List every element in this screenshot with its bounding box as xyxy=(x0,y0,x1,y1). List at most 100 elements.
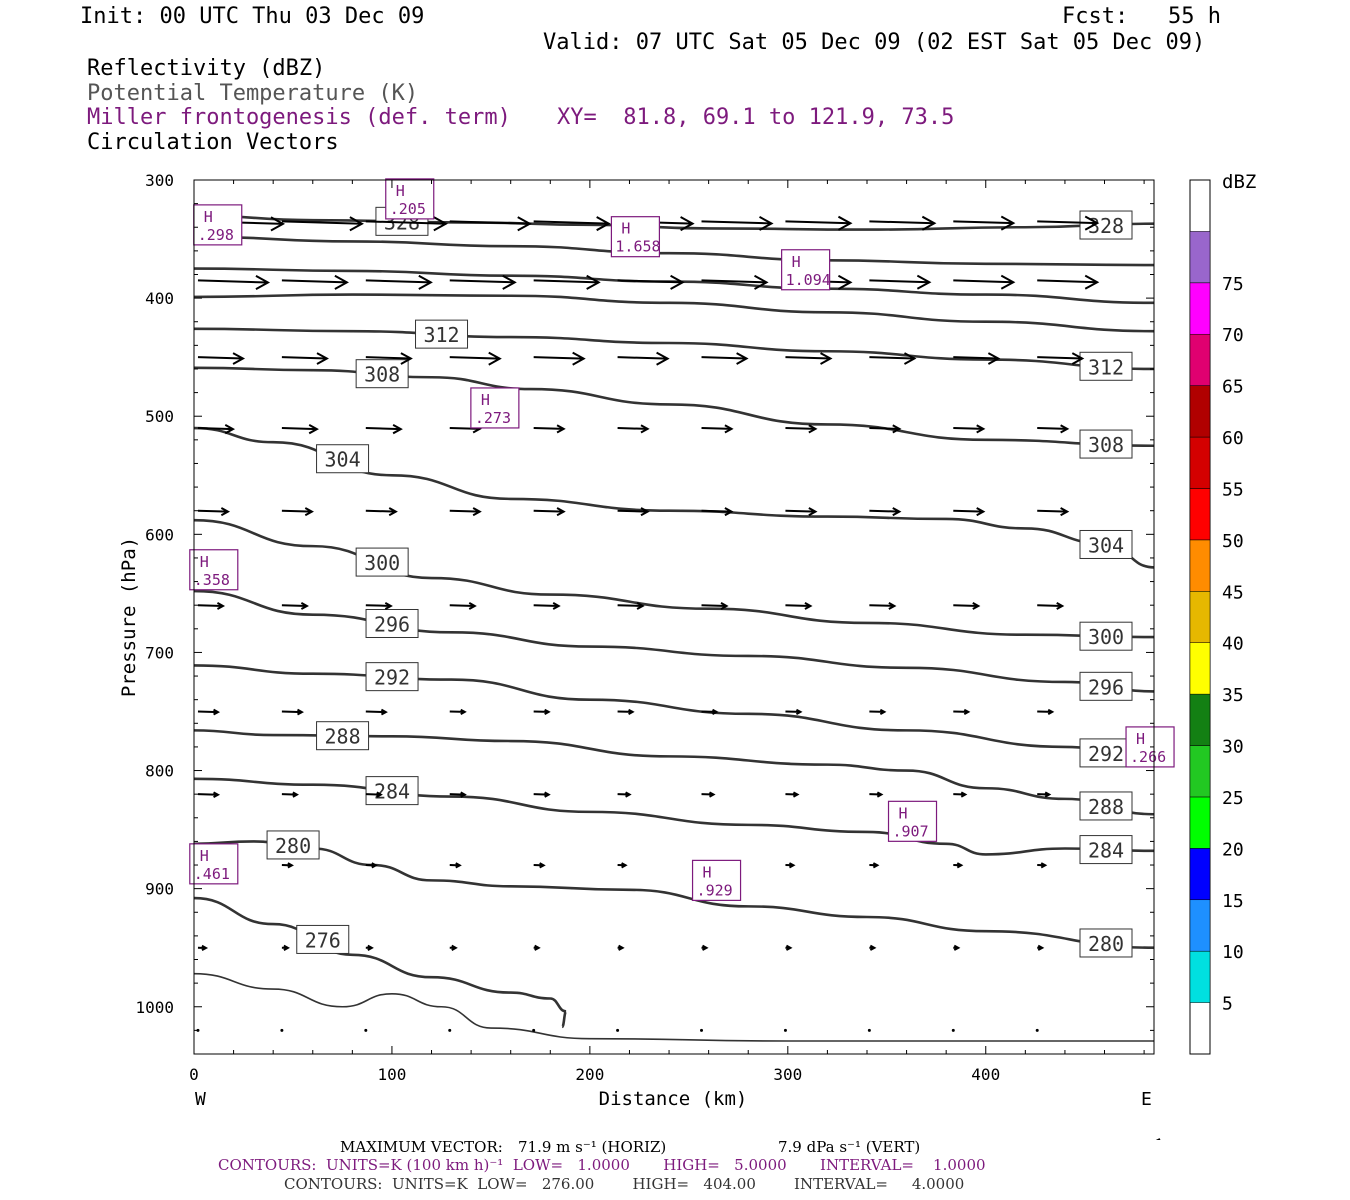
theta-label-box xyxy=(365,776,419,806)
theta-label-box xyxy=(365,662,419,692)
colorbar-swatch xyxy=(1189,436,1211,489)
y-tick-label: 1000 xyxy=(135,998,174,1017)
colorbar-label: 10 xyxy=(1222,942,1244,963)
circulation-vector-head xyxy=(972,602,981,610)
circulation-vector xyxy=(869,604,895,607)
colorbar-label: 65 xyxy=(1222,377,1244,398)
circulation-vector-head xyxy=(960,791,968,798)
circulation-vector-head xyxy=(586,274,601,290)
cross-section-chart: 3283283123123083083043043003002962962922… xyxy=(118,171,1256,1140)
circulation-vector-head xyxy=(572,351,586,366)
circulation-vector xyxy=(1035,1028,1039,1032)
circulation-vector xyxy=(448,1028,452,1032)
theta-label-box xyxy=(1079,671,1133,701)
circulation-vector-head xyxy=(451,944,458,951)
circulation-vector-head xyxy=(380,708,388,716)
circulation-vector xyxy=(785,509,816,513)
circulation-vector-head xyxy=(316,352,329,365)
circulation-vector-head xyxy=(1047,708,1055,716)
circulation-vector-head xyxy=(804,602,813,610)
circulation-vector-head xyxy=(872,862,880,869)
theta-label: 284 xyxy=(374,780,410,804)
circulation-vector xyxy=(197,356,243,360)
valid-time: Valid: 07 UTC Sat 05 Dec 09 (02 EST Sat … xyxy=(543,30,1206,55)
theta-label: 300 xyxy=(1088,625,1124,649)
circulation-vector xyxy=(951,1028,955,1032)
circulation-vector-head xyxy=(556,424,566,434)
circulation-vector xyxy=(449,604,475,607)
x-tick-label: 400 xyxy=(971,1065,1000,1084)
colorbar-swatch xyxy=(1189,282,1211,335)
x-axis-west-label: W xyxy=(195,1089,206,1110)
colorbar-label: 70 xyxy=(1222,325,1244,346)
circulation-vector-head xyxy=(987,352,1001,365)
theta-label-box xyxy=(1079,791,1133,821)
circulation-vector xyxy=(701,427,732,430)
circulation-vector-head xyxy=(921,215,937,231)
circulation-vector xyxy=(867,1028,871,1032)
circulation-vector-head xyxy=(1060,424,1070,434)
colorbar-label: 75 xyxy=(1222,274,1244,295)
circulation-vector-head xyxy=(472,507,482,517)
circulation-vector-head xyxy=(1037,944,1045,951)
circulation-vector xyxy=(953,427,984,430)
circulation-vector xyxy=(365,509,396,513)
circulation-vector-head xyxy=(534,944,541,951)
theta-contour-272 xyxy=(193,972,1154,1042)
circulation-vector xyxy=(869,279,930,284)
fronto-max-h: H xyxy=(481,391,490,409)
circulation-vector-head xyxy=(460,791,467,798)
circulation-vector-head xyxy=(785,944,793,951)
theta-label-box xyxy=(266,830,320,860)
theta-label-box xyxy=(316,721,370,751)
circulation-vector xyxy=(953,509,984,513)
circulation-vector xyxy=(953,279,1014,284)
fronto-max-value: .929 xyxy=(697,881,733,899)
circulation-vector-head xyxy=(621,862,628,869)
circulation-vector xyxy=(700,1028,704,1032)
circulation-vector xyxy=(365,220,446,225)
circulation-vector xyxy=(617,427,648,430)
circulation-vector-head xyxy=(367,944,374,951)
circulation-vector xyxy=(1037,356,1083,360)
theta-label: 280 xyxy=(1088,932,1124,956)
theta-label: 292 xyxy=(374,666,410,690)
theta-label-box xyxy=(1079,529,1133,559)
fronto-max-value: .298 xyxy=(198,226,234,244)
fronto-max-h: H xyxy=(200,847,209,865)
colorbar-swatch xyxy=(1189,693,1211,746)
fronto-max-value: 1.094 xyxy=(786,271,831,289)
circulation-vector xyxy=(449,509,480,513)
theta-label: 292 xyxy=(1088,742,1124,766)
circulation-vector xyxy=(364,1028,368,1032)
circulation-vector xyxy=(701,604,727,607)
circulation-vector xyxy=(869,509,900,513)
circulation-vector xyxy=(785,427,816,430)
fronto-max-box xyxy=(691,859,742,901)
theta-label: 312 xyxy=(1088,355,1124,379)
forecast-hour: Fcst: 55 h xyxy=(1062,4,1221,29)
circulation-vector xyxy=(701,279,767,284)
field-frontogenesis: Miller frontogenesis (def. term) xyxy=(87,105,511,130)
contours-theta-info: CONTOURS: UNITS=K LOW= 276.00 HIGH= 404.… xyxy=(284,1175,965,1193)
circulation-vector-head xyxy=(976,424,986,434)
circulation-vector xyxy=(365,604,391,607)
theta-contour-292 xyxy=(193,664,1155,762)
circulation-vector xyxy=(281,356,327,360)
colorbar-swatch xyxy=(1189,745,1211,798)
circulation-vector-head xyxy=(376,791,383,798)
circulation-vector xyxy=(617,509,648,513)
circulation-vector-head xyxy=(1000,274,1016,290)
circulation-vector xyxy=(1037,279,1098,284)
circulation-vector-head xyxy=(709,791,716,798)
colorbar-swatch xyxy=(1189,488,1211,541)
reference-vector-arrow xyxy=(1155,1138,1161,1140)
circulation-vector-head xyxy=(892,424,902,434)
circulation-vector-head xyxy=(544,708,551,716)
fronto-max-h: H xyxy=(899,804,908,822)
circulation-vector xyxy=(533,220,609,225)
theta-label: 304 xyxy=(324,448,360,472)
theta-label: 304 xyxy=(1088,533,1124,557)
circulation-vector-head xyxy=(371,862,378,869)
colorbar-label: 60 xyxy=(1222,428,1244,449)
